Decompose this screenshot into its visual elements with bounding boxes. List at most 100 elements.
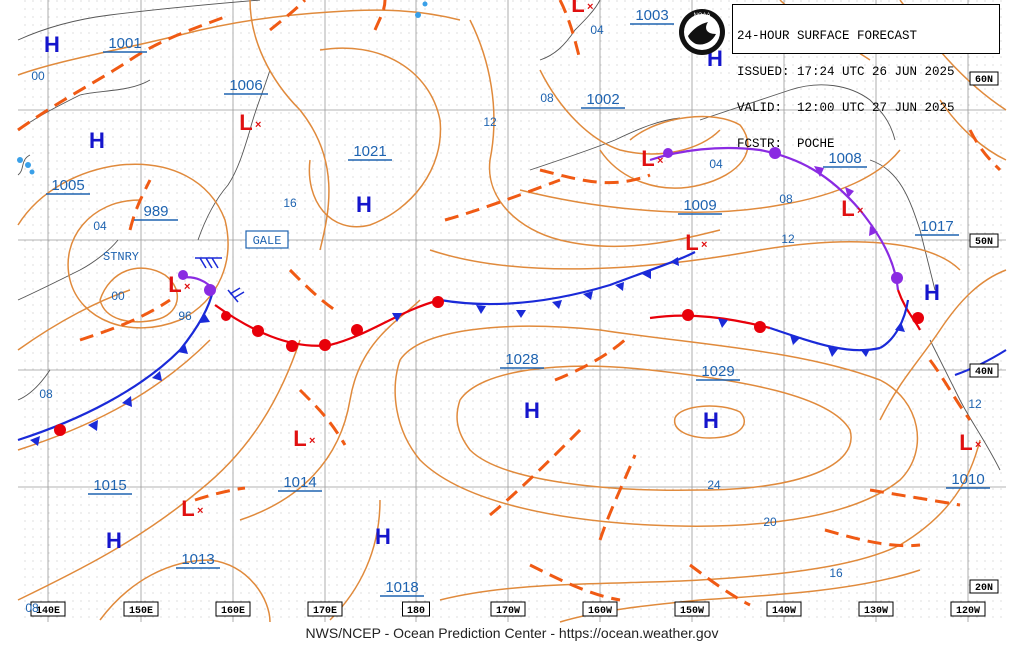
pressure-labels: 1001 1006 1021 1005 989 1003 1002 1009 1008 1017 1…: [46, 7, 990, 597]
low-center-mark: ×: [701, 239, 707, 251]
lat-labels: 60N 50N 40N 20N: [969, 71, 999, 594]
pressure-value: 1003: [635, 7, 668, 24]
pressure-label: 1015: [88, 477, 132, 495]
isobar-value: 16: [283, 196, 297, 210]
low-letter: L: [239, 110, 252, 135]
pressure-value: 1001: [108, 35, 141, 52]
high-symbol: H: [44, 32, 60, 57]
pressure-value: 1008: [828, 150, 861, 167]
pressure-value: 989: [143, 203, 168, 220]
ice-dots: [17, 1, 428, 175]
pressure-label: 1018: [380, 579, 424, 597]
valid-time: VALID: 12:00 UTC 27 JUN 2025: [737, 101, 955, 115]
stationary-label: STNRY: [103, 250, 139, 264]
low-letter: L: [571, 0, 584, 17]
low-pressure-centers: L ×L ×L ×L ×L ×L ×L ×L ×L ×: [168, 0, 981, 521]
pressure-value: 1014: [283, 474, 316, 491]
low-symbol: L ×: [685, 230, 707, 255]
issued-time: ISSUED: 17:24 UTC 26 JUN 2025: [737, 65, 955, 79]
low-symbol: L ×: [571, 0, 593, 17]
low-letter: L: [293, 426, 306, 451]
lon-label-text: 120W: [956, 606, 980, 617]
lon-label-text: 150E: [129, 606, 153, 617]
pressure-value: 1010: [951, 471, 984, 488]
pressure-value: 1029: [701, 363, 734, 380]
low-letter: L: [641, 146, 654, 171]
high-symbol: H: [703, 408, 719, 433]
lat-label-text: 60N: [975, 75, 993, 86]
low-symbol: L ×: [293, 426, 315, 451]
pressure-label: 1028: [500, 351, 544, 369]
pressure-label: 1014: [278, 474, 322, 492]
pressure-label: 1003: [630, 7, 674, 25]
isobar-value: 12: [483, 115, 497, 129]
low-symbol: L ×: [959, 430, 981, 455]
pressure-label: 1002: [581, 91, 625, 109]
isobar-value: 00: [31, 69, 45, 83]
lat-label: 40N: [969, 363, 999, 378]
pressure-value: 1015: [93, 477, 126, 494]
isobar-value: 08: [39, 387, 53, 401]
low-center-mark: ×: [184, 281, 190, 293]
low-letter: L: [685, 230, 698, 255]
lon-label-text: 170E: [313, 606, 337, 617]
isobars: [17, 0, 1007, 623]
lon-label: 140W: [766, 601, 802, 617]
footer-credit: NWS/NCEP - Ocean Prediction Center - htt…: [305, 625, 719, 641]
gale-warning: GALE: [245, 230, 289, 249]
isobar-value: 04: [590, 23, 604, 37]
lon-label: 170E: [307, 601, 343, 617]
lon-label: 150E: [123, 601, 159, 617]
lat-label: 60N: [969, 71, 999, 86]
high-symbol: H: [356, 192, 372, 217]
low-symbol: L ×: [181, 496, 203, 521]
lon-label-text: 180: [407, 606, 425, 617]
isobar-value: 04: [709, 157, 723, 171]
pressure-value: 1009: [683, 197, 716, 214]
low-center-mark: ×: [657, 155, 663, 167]
low-letter: L: [959, 430, 972, 455]
pressure-value: 1013: [181, 551, 214, 568]
pressure-value: 1006: [229, 77, 262, 94]
lon-label-text: 170W: [496, 606, 520, 617]
high-symbol: H: [106, 528, 122, 553]
low-letter: L: [841, 196, 854, 221]
pressure-value: 1028: [505, 351, 538, 368]
isobar-value: 12: [781, 232, 795, 246]
troughs: [17, 0, 1002, 607]
lon-label: 130W: [858, 601, 894, 617]
isobar-value-labels: 00 04 08 12 16 96 00 04 08 12 20 24 16 12 08 04 08: [25, 23, 982, 615]
isobar-value: 16: [829, 566, 843, 580]
high-symbol: H: [524, 398, 540, 423]
lon-labels: 140E 150E 160E 170E 180 170W 160W 150W 140W 130W 1…: [30, 601, 986, 617]
isobar-value: 20: [763, 515, 777, 529]
lon-label-text: 140E: [36, 606, 60, 617]
lon-label: 160E: [215, 601, 251, 617]
coastlines: [17, 0, 1001, 471]
isobar-value: 24: [707, 478, 721, 492]
isobar-value: 12: [968, 397, 982, 411]
pressure-label: 1017: [915, 218, 959, 236]
pressure-label: 1005: [46, 177, 90, 195]
forecast-title: 24-HOUR SURFACE FORECAST: [737, 29, 918, 43]
pressure-value: 1018: [385, 579, 418, 596]
logo-text: NOAA: [693, 13, 710, 19]
lon-label: 160W: [582, 601, 618, 617]
lat-label: 20N: [969, 579, 999, 594]
isobar-value: 04: [93, 219, 107, 233]
lon-label: 120W: [950, 601, 986, 617]
high-symbol: H: [89, 128, 105, 153]
low-symbol: L ×: [168, 272, 190, 297]
isobar-value: 08: [25, 601, 39, 615]
pressure-label: 1009: [678, 197, 722, 215]
lat-label: 50N: [969, 233, 999, 248]
isobar-value: 00: [111, 289, 125, 303]
pressure-label: 1029: [696, 363, 740, 381]
lon-label: 150W: [674, 601, 710, 617]
gale-label: GALE: [253, 234, 282, 248]
pressure-value: 1017: [920, 218, 953, 235]
pressure-value: 1021: [353, 143, 386, 160]
